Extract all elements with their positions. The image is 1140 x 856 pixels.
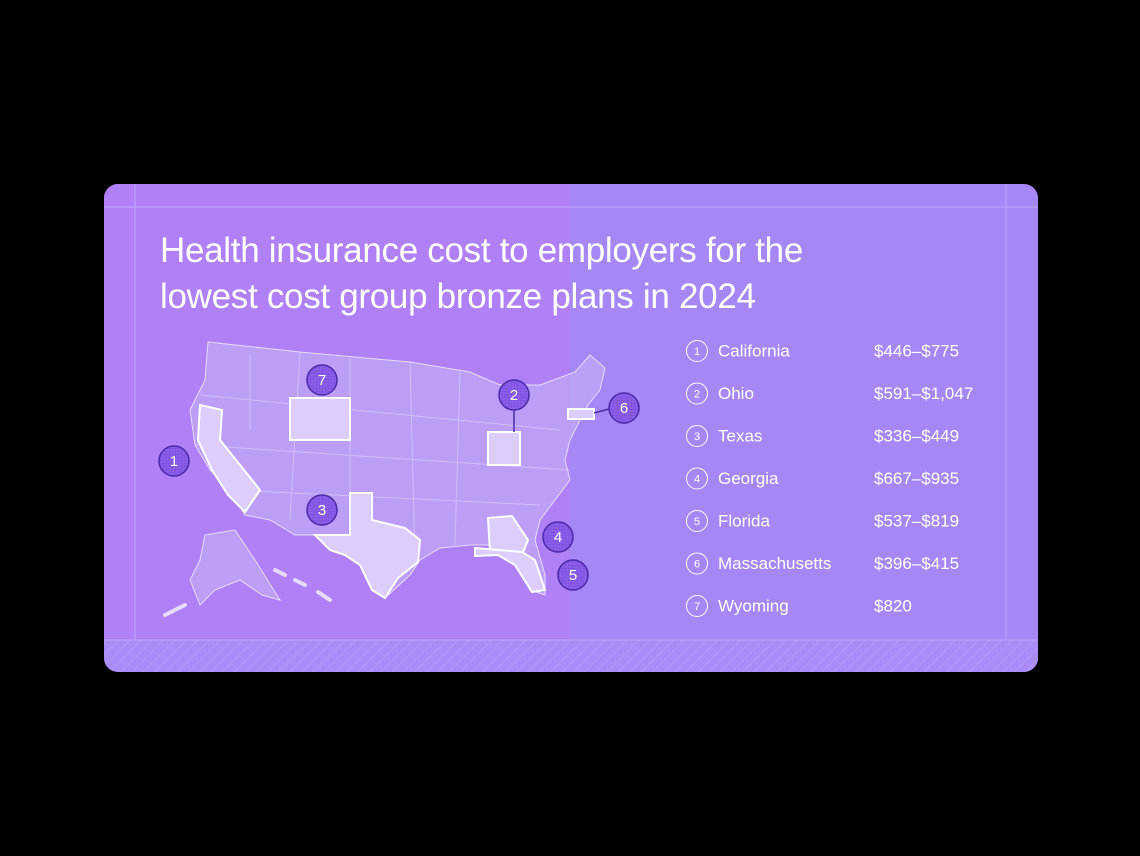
list-number-circle bbox=[686, 425, 708, 447]
list-number: 2 bbox=[694, 388, 700, 400]
list-number: 6 bbox=[694, 558, 700, 570]
us-map bbox=[163, 341, 610, 617]
list-number-circle bbox=[686, 510, 708, 532]
state-name: Massachusetts bbox=[718, 554, 831, 573]
marker-texture bbox=[308, 366, 336, 394]
list-number-circle bbox=[686, 595, 708, 617]
list-number: 1 bbox=[694, 346, 700, 358]
state-cost: $537–$819 bbox=[874, 511, 959, 530]
state-name: Georgia bbox=[718, 469, 779, 488]
marker-texture bbox=[500, 381, 528, 409]
marker-number: 1 bbox=[170, 453, 178, 470]
state-name: Wyoming bbox=[718, 596, 789, 615]
list-number: 5 bbox=[694, 516, 700, 528]
state-cost: $820 bbox=[874, 596, 912, 615]
list-number: 4 bbox=[694, 473, 700, 485]
list-number: 7 bbox=[694, 601, 700, 613]
marker-texture bbox=[308, 496, 336, 524]
marker-number: 3 bbox=[318, 502, 326, 519]
state-cost: $591–$1,047 bbox=[874, 384, 973, 403]
marker-texture bbox=[610, 394, 638, 422]
state-cost: $667–$935 bbox=[874, 469, 959, 488]
state-name: California bbox=[718, 341, 790, 360]
state-name: Florida bbox=[718, 511, 771, 530]
state-name: Ohio bbox=[718, 384, 754, 403]
state-cost: $446–$775 bbox=[874, 341, 959, 360]
list-number-circle bbox=[686, 382, 708, 405]
marker-number: 6 bbox=[620, 400, 628, 417]
list-number-circle bbox=[686, 467, 708, 490]
marker-texture bbox=[544, 523, 572, 551]
title: Health insurance cost to employers for t… bbox=[160, 231, 804, 316]
map-markers: 1 2 3 4 5 6 7 bbox=[158, 364, 640, 591]
marker-number: 4 bbox=[554, 529, 562, 546]
marker-number: 5 bbox=[569, 567, 577, 584]
marker-texture bbox=[559, 561, 587, 589]
marker-number: 7 bbox=[318, 372, 326, 389]
state-name: Texas bbox=[718, 426, 762, 445]
list-number-circle bbox=[686, 340, 708, 362]
marker-number: 2 bbox=[510, 387, 518, 404]
list-number-circle bbox=[686, 552, 708, 575]
list-number: 3 bbox=[694, 431, 700, 443]
state-cost: $336–$449 bbox=[874, 426, 959, 445]
state-list: 1 California $446–$775 2 Ohio $591–$1,047 3 Tex… bbox=[686, 340, 973, 617]
marker-texture bbox=[160, 447, 188, 475]
state-cost: $396–$415 bbox=[874, 554, 959, 573]
